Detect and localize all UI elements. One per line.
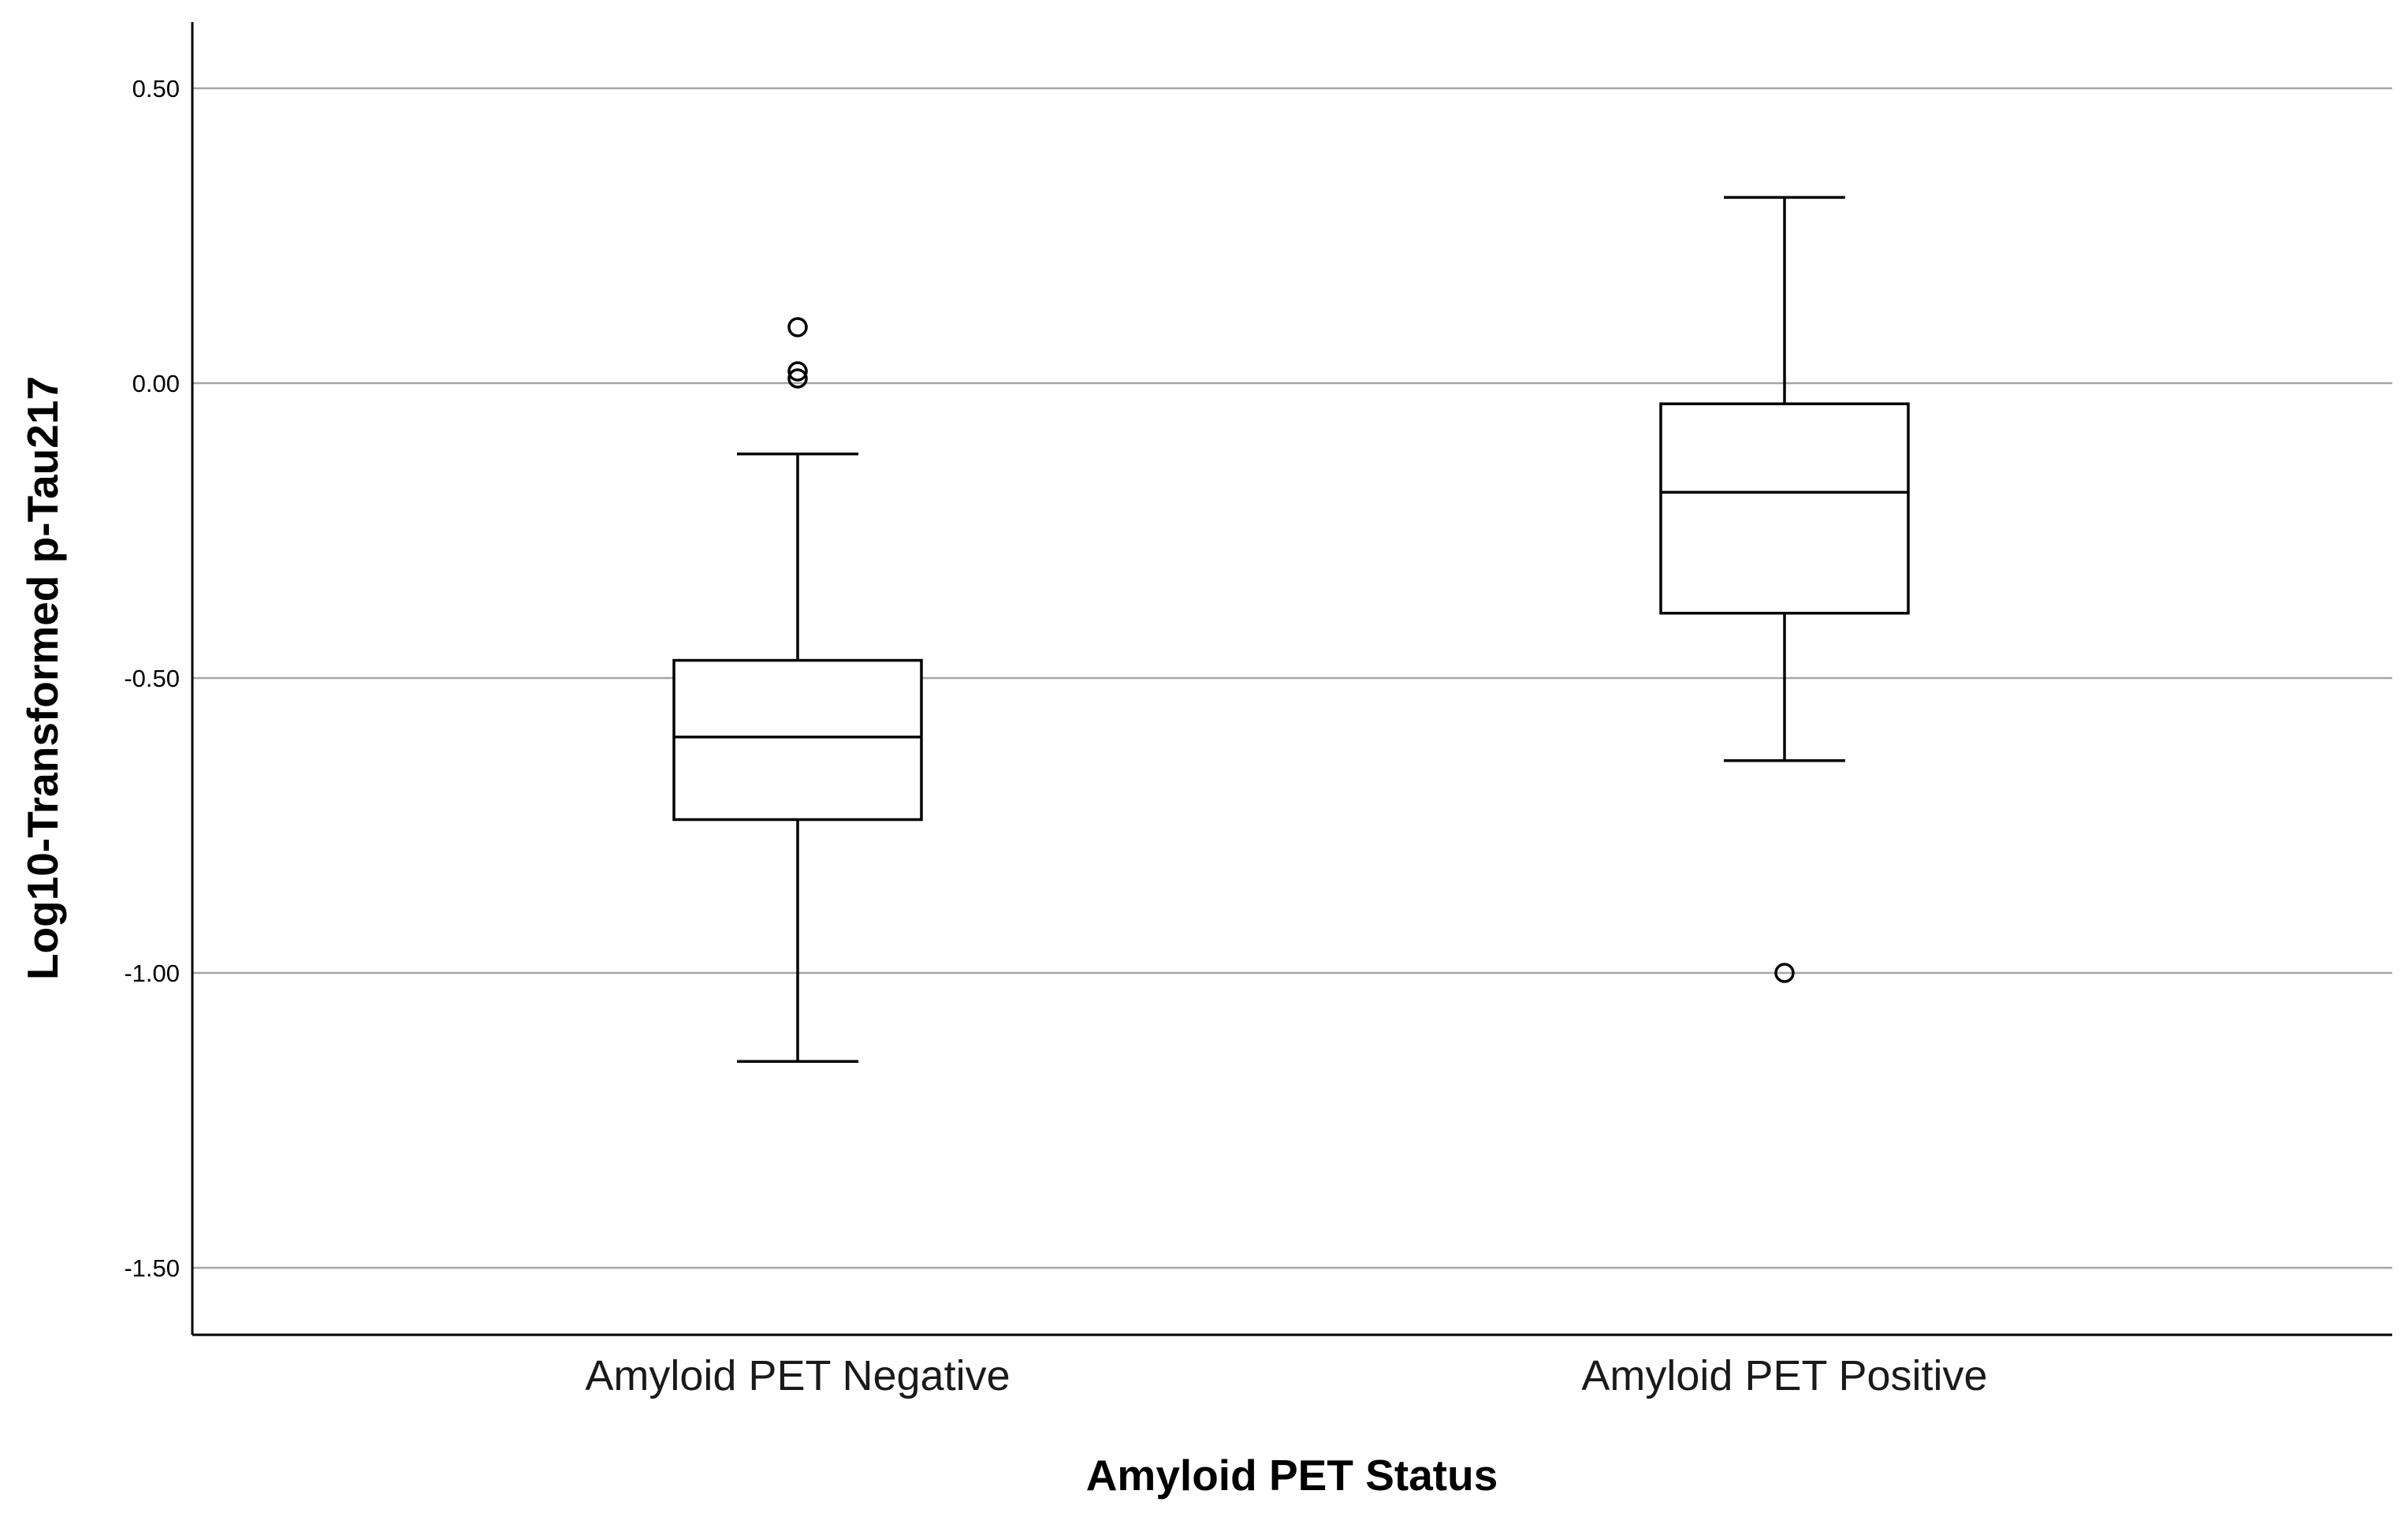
x-category-label: Amyloid PET Positive xyxy=(1581,1352,1987,1399)
y-tick-labels: 0.50 0.00 -0.50 -1.00 -1.50 xyxy=(124,75,180,1282)
y-axis-title: Log10-Transformed p-Tau217 xyxy=(18,376,67,980)
y-tick-label: -1.50 xyxy=(124,1254,180,1282)
axes xyxy=(191,22,2392,1336)
iqr-box xyxy=(672,658,923,822)
y-tick-label: -0.50 xyxy=(124,665,180,692)
outlier-point xyxy=(787,368,808,389)
y-tick-label: 0.50 xyxy=(132,75,180,102)
box-group xyxy=(672,317,923,1063)
outlier-point xyxy=(787,361,808,382)
box-group xyxy=(1659,196,1910,983)
outlier-point xyxy=(1774,963,1795,983)
outlier-point xyxy=(787,317,808,337)
y-tick-label: -1.00 xyxy=(124,960,180,987)
x-category-labels: Amyloid PET Negative Amyloid PET Positive xyxy=(585,1352,1987,1399)
x-category-label: Amyloid PET Negative xyxy=(585,1352,1010,1399)
iqr-box xyxy=(1659,402,1910,615)
x-axis-title: Amyloid PET Status xyxy=(1086,1451,1498,1500)
gridlines xyxy=(192,87,2392,1269)
y-tick-label: 0.00 xyxy=(132,370,180,397)
boxes xyxy=(672,196,1910,1063)
